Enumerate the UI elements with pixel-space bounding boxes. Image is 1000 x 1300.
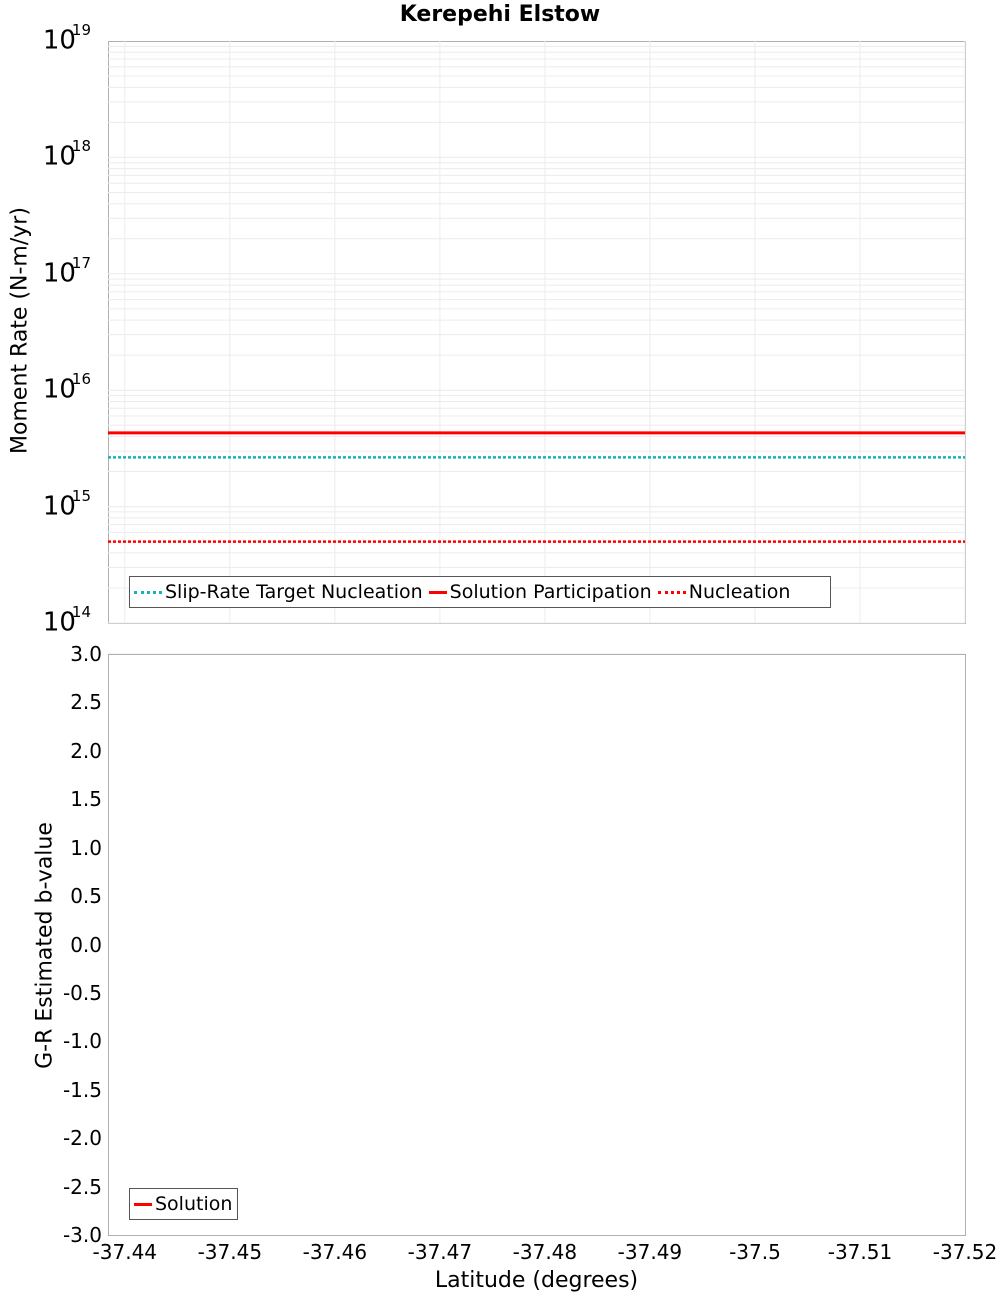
y-tick-label: -0.5	[62, 980, 102, 1005]
x-tick-label: -37.48	[512, 1240, 578, 1264]
x-tick-label: -37.46	[302, 1240, 368, 1264]
y-tick-label: -2.5	[62, 1174, 102, 1199]
solid-red-line-swatch	[134, 1202, 152, 1206]
top-y-axis-label: Moment Rate (N-m/yr)	[7, 207, 33, 454]
x-tick-label: -37.52	[932, 1240, 998, 1264]
y-tick-label: 3.0	[70, 642, 102, 666]
y-tick-label: 1019	[42, 21, 91, 56]
y-tick-label: 0.5	[70, 884, 102, 909]
top-legend: Slip-Rate Target Nucleation Solution Par…	[129, 576, 831, 608]
dotted-cyan-line-swatch	[134, 590, 162, 594]
y-tick-label: 1.0	[70, 835, 102, 860]
legend-label: Nucleation	[688, 581, 791, 603]
y-tick-label: 1014	[42, 603, 91, 638]
legend-item-slip-rate-target: Slip-Rate Target Nucleation	[134, 581, 423, 603]
x-tick-label: -37.45	[197, 1240, 263, 1264]
y-tick-label: -1.5	[62, 1077, 102, 1102]
legend-item-solution: Solution	[134, 1193, 232, 1215]
b-value-plot	[108, 654, 966, 1236]
y-tick-label: -1.0	[62, 1029, 102, 1054]
x-tick-label: -37.51	[827, 1240, 893, 1264]
bottom-legend: Solution	[129, 1188, 238, 1220]
legend-label: Solution	[155, 1193, 233, 1215]
legend-item-solution-participation: Solution Participation	[428, 581, 652, 603]
chart-title: Kerepehi Elstow	[399, 2, 601, 27]
x-axis-label: Latitude (degrees)	[434, 1268, 639, 1293]
y-tick-label: 1015	[42, 486, 91, 522]
x-tick-label: -37.47	[407, 1240, 473, 1264]
solid-red-line-swatch	[428, 590, 447, 594]
legend-item-nucleation: Nucleation	[657, 581, 791, 603]
y-tick-label: 0.0	[70, 932, 102, 957]
y-tick-label: -3.0	[62, 1223, 102, 1247]
y-tick-label: 1018	[42, 137, 91, 173]
y-tick-label: 1016	[42, 370, 91, 405]
x-tick-label: -37.5	[729, 1240, 781, 1264]
x-tick-label: -37.44	[92, 1240, 158, 1264]
moment-rate-plot	[108, 41, 966, 624]
y-tick-label: 1.5	[70, 787, 102, 812]
y-tick-label: 1017	[42, 253, 91, 289]
y-tick-label: 2.5	[70, 690, 102, 715]
y-tick-label: -2.0	[62, 1126, 102, 1151]
legend-label: Slip-Rate Target Nucleation	[165, 581, 423, 603]
legend-label: Solution Participation	[449, 581, 652, 603]
dotted-red-line-swatch	[657, 590, 686, 594]
x-tick-label: -37.49	[617, 1240, 683, 1264]
y-tick-label: 2.0	[70, 738, 102, 763]
